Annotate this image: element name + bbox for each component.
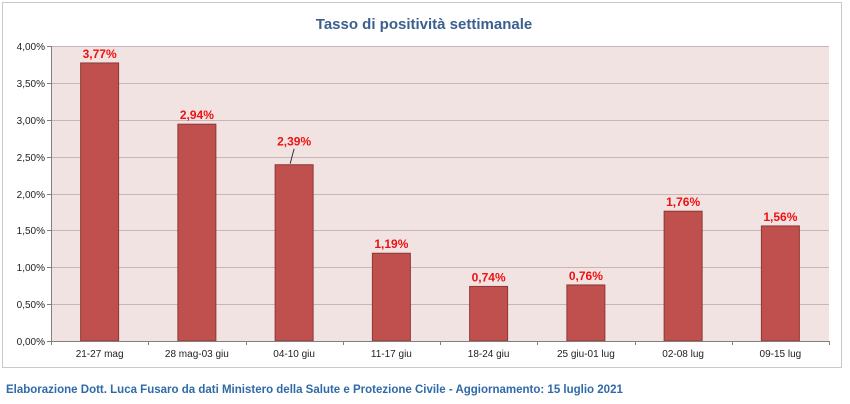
x-tick-label: 28 mag-03 giu [165,349,229,360]
bars [80,62,800,342]
y-tick-label: 0,00% [17,337,45,348]
data-label: 3,77% [83,47,117,61]
x-tick-label: 21-27 mag [76,349,124,360]
y-tick-label: 2,50% [17,153,45,164]
data-label: 2,94% [180,108,214,122]
data-label: 1,19% [374,237,408,251]
x-tick-label: 11-17 giu [371,349,412,360]
data-label: 1,76% [666,195,700,209]
x-tick-label: 04-10 giu [273,349,315,360]
data-label: 0,74% [472,270,506,284]
data-labels: 3,77% 2,94% 2,39% 1,19% 0,74% 0,76% 1,76% 1,56% [83,47,798,284]
bar [371,252,411,342]
data-label: 0,76% [569,269,603,283]
bar [469,285,509,342]
x-axis-ticks: 21-27 mag 28 mag-03 giu 04-10 giu 11-17 giu… [51,341,830,360]
x-tick-label: 09-15 lug [760,349,802,360]
bar [274,164,314,342]
data-label: 1,56% [763,210,797,224]
x-tick-label: 02-08 lug [662,349,704,360]
y-tick-label: 3,00% [17,116,45,127]
y-tick-label: 3,50% [17,79,45,90]
chart-title: Tasso di positività settimanale [316,16,532,33]
y-tick-label: 4,00% [17,42,45,53]
bar [80,62,120,342]
y-tick-label: 1,00% [17,263,45,274]
chart-frame: Tasso di positività settimanale 0,00% 0,5… [2,2,842,368]
bar [760,225,800,342]
source-footer: Elaborazione Dott. Luca Fusaro da dati M… [6,384,623,396]
data-label: 2,39% [277,135,311,149]
x-tick-label: 25 giu-01 lug [557,349,615,360]
label-leader-line [289,148,295,164]
y-tick-label: 0,50% [17,300,45,311]
bar [566,284,606,342]
y-tick-label: 1,50% [17,226,45,237]
plot-area [51,46,829,341]
x-tick-label: 18-24 giu [468,349,510,360]
bar-chart: Tasso di positività settimanale 0,00% 0,5… [17,16,830,360]
bar [177,123,217,342]
y-axis-ticks: 0,00% 0,50% 1,00% 1,50% 2,00% 2,50% 3,00% 3,50%… [17,42,51,348]
y-tick-label: 2,00% [17,190,45,201]
bar [663,210,703,342]
